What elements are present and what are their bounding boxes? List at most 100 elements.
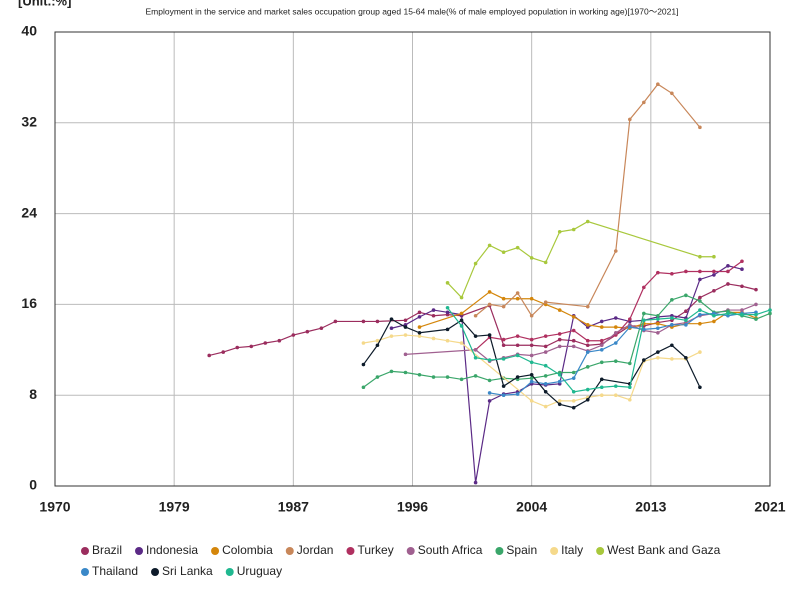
data-point <box>613 249 618 253</box>
x-tick-label: 2013 <box>635 499 666 515</box>
data-point <box>599 393 604 398</box>
data-point <box>712 319 716 324</box>
legend-label: Spain <box>506 543 537 557</box>
data-point <box>698 125 702 130</box>
data-point <box>487 399 492 403</box>
data-point <box>684 355 688 360</box>
data-point <box>726 282 730 286</box>
data-point <box>670 343 674 348</box>
legend-label: Colombia <box>222 543 273 557</box>
data-point <box>487 378 492 383</box>
legend-marker <box>495 547 504 555</box>
data-point <box>698 321 702 326</box>
data-point <box>473 374 478 378</box>
data-point <box>613 384 618 388</box>
series-line <box>363 294 771 388</box>
data-point <box>628 117 632 122</box>
data-point <box>698 254 702 259</box>
legend-label: Thailand <box>92 564 138 578</box>
data-point <box>656 330 660 335</box>
data-point <box>557 402 562 407</box>
data-point <box>529 360 534 365</box>
legend-marker <box>135 547 144 555</box>
data-point <box>585 338 590 343</box>
data-point <box>670 298 674 302</box>
x-tick-label: 2004 <box>516 499 547 515</box>
data-point <box>361 385 366 390</box>
data-point <box>403 352 408 357</box>
data-point <box>473 355 478 360</box>
legend-label: Turkey <box>357 543 393 557</box>
data-point <box>375 319 380 324</box>
data-point <box>585 350 590 354</box>
data-point <box>740 284 744 289</box>
data-point <box>571 338 576 343</box>
legend-item: Colombia <box>211 543 273 557</box>
data-point <box>515 291 520 295</box>
data-point <box>557 337 562 342</box>
data-point <box>473 348 478 352</box>
data-point <box>712 254 716 259</box>
data-point <box>417 330 422 335</box>
data-point <box>599 319 604 324</box>
legend-label: Jordan <box>297 543 334 557</box>
data-point <box>529 343 534 348</box>
data-point <box>515 334 520 338</box>
data-point <box>487 302 492 307</box>
data-point <box>543 260 548 265</box>
data-point <box>277 338 282 343</box>
data-point <box>557 399 562 403</box>
legend-label: West Bank and Gaza <box>607 543 721 557</box>
data-point <box>740 267 744 272</box>
data-point <box>529 337 534 342</box>
data-point <box>459 377 464 382</box>
data-point <box>515 245 520 250</box>
data-point <box>613 359 618 363</box>
legend-marker <box>81 547 89 555</box>
data-point <box>501 357 506 361</box>
legend-label: Sri Lanka <box>162 564 213 578</box>
legend-marker <box>211 547 220 555</box>
data-point <box>585 343 590 348</box>
series-line <box>447 307 771 393</box>
data-point <box>389 334 394 338</box>
data-point <box>543 344 548 349</box>
data-point <box>557 308 562 312</box>
data-point <box>642 311 646 316</box>
data-point <box>459 295 464 300</box>
data-point <box>726 311 730 316</box>
series-line <box>489 311 757 396</box>
data-point <box>515 296 520 301</box>
data-point <box>684 323 688 327</box>
y-tick-label: 8 <box>29 386 37 402</box>
data-point <box>628 385 632 390</box>
data-point <box>403 325 408 329</box>
data-point <box>501 296 506 301</box>
data-point <box>361 362 366 367</box>
legend-item: Indonesia <box>135 543 198 557</box>
data-point <box>557 344 562 349</box>
data-point <box>529 379 534 384</box>
data-point <box>431 308 436 312</box>
data-point <box>599 348 604 352</box>
y-tick-label: 40 <box>21 23 37 39</box>
data-point <box>417 325 422 329</box>
data-point <box>515 343 520 348</box>
series-line <box>419 291 757 329</box>
data-point <box>684 269 688 274</box>
data-point <box>599 343 604 348</box>
data-point <box>613 341 618 345</box>
data-point <box>543 350 548 354</box>
data-point <box>403 370 408 375</box>
data-point <box>754 287 758 292</box>
data-point <box>768 311 772 316</box>
data-point <box>445 375 450 379</box>
data-point <box>726 269 730 274</box>
data-point <box>501 337 506 342</box>
data-point <box>543 300 548 304</box>
data-point <box>487 243 492 248</box>
series-line <box>447 220 714 299</box>
data-point <box>599 377 604 382</box>
data-point <box>585 304 590 309</box>
data-point <box>599 385 604 390</box>
